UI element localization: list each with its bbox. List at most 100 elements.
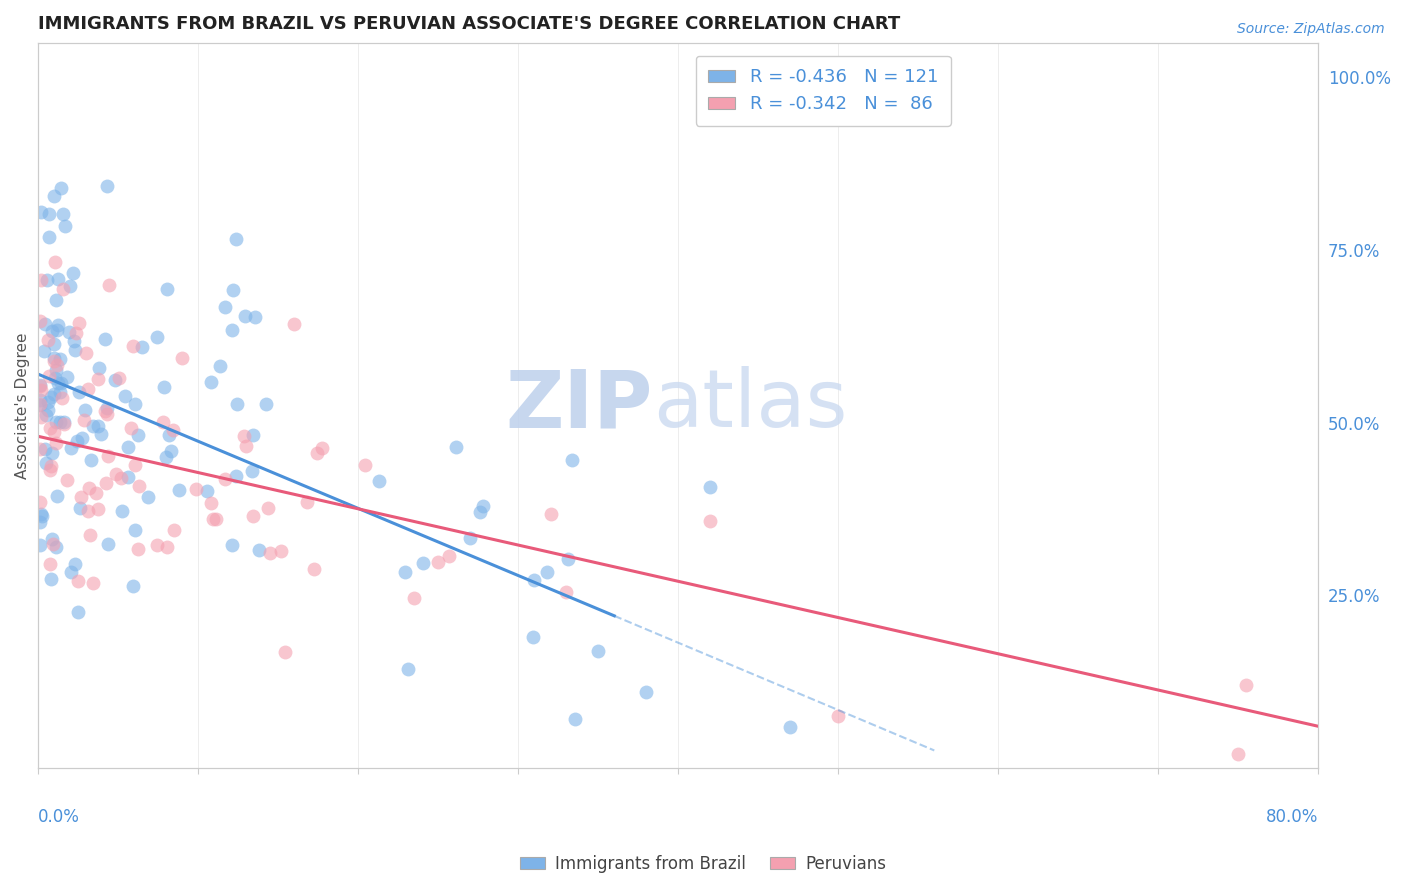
Point xyxy=(120,420,142,434)
Point xyxy=(124,523,146,537)
Point xyxy=(195,483,218,498)
Point xyxy=(28,495,51,509)
Point xyxy=(564,712,586,726)
Point xyxy=(46,271,69,285)
Point xyxy=(44,351,66,365)
Point xyxy=(41,445,63,459)
Point xyxy=(67,385,90,400)
Point xyxy=(44,189,66,203)
Point xyxy=(827,708,849,723)
Point xyxy=(200,375,222,389)
Point xyxy=(51,391,73,405)
Point xyxy=(31,273,53,287)
Point xyxy=(311,441,333,455)
Point xyxy=(200,496,222,510)
Point xyxy=(44,255,66,269)
Point xyxy=(242,509,264,524)
Point xyxy=(167,483,190,498)
Point xyxy=(46,358,69,372)
Text: IMMIGRANTS FROM BRAZIL VS PERUVIAN ASSOCIATE'S DEGREE CORRELATION CHART: IMMIGRANTS FROM BRAZIL VS PERUVIAN ASSOC… xyxy=(38,15,901,33)
Point xyxy=(779,720,801,734)
Point xyxy=(73,413,96,427)
Point xyxy=(205,512,228,526)
Point xyxy=(94,332,117,346)
Point xyxy=(45,489,67,503)
Point xyxy=(77,504,100,518)
Point xyxy=(48,376,70,390)
Point xyxy=(297,495,319,509)
Point xyxy=(394,566,416,580)
Point xyxy=(32,343,55,358)
Point xyxy=(65,343,87,358)
Point xyxy=(42,336,65,351)
Point xyxy=(45,435,67,450)
Point xyxy=(28,442,51,456)
Point xyxy=(111,504,134,518)
Point xyxy=(110,471,132,485)
Point xyxy=(201,512,224,526)
Point xyxy=(67,605,90,619)
Point xyxy=(90,426,112,441)
Point xyxy=(39,390,62,404)
Point xyxy=(156,282,179,296)
Point xyxy=(259,546,281,560)
Point xyxy=(37,333,59,347)
Point xyxy=(283,317,305,331)
Point xyxy=(53,219,76,233)
Point xyxy=(87,360,110,375)
Point xyxy=(77,481,100,495)
Point xyxy=(412,557,434,571)
Point xyxy=(70,491,93,505)
Point xyxy=(254,397,277,411)
Point xyxy=(39,421,62,435)
Point xyxy=(28,314,51,328)
Point xyxy=(235,439,257,453)
Point xyxy=(51,180,73,194)
Point xyxy=(104,373,127,387)
Point xyxy=(62,266,84,280)
Point xyxy=(37,273,59,287)
Point xyxy=(152,415,174,429)
Point xyxy=(353,458,375,472)
Point xyxy=(94,476,117,491)
Point xyxy=(30,204,52,219)
Point xyxy=(34,317,56,331)
Point xyxy=(28,398,51,412)
Point xyxy=(540,507,562,521)
Point xyxy=(444,440,467,454)
Point xyxy=(302,562,325,576)
Point xyxy=(30,384,52,398)
Point xyxy=(42,425,65,439)
Point xyxy=(52,282,75,296)
Point xyxy=(270,544,292,558)
Text: 0.0%: 0.0% xyxy=(38,807,80,826)
Point xyxy=(60,566,83,580)
Point xyxy=(235,310,257,324)
Point xyxy=(124,397,146,411)
Point xyxy=(30,507,52,521)
Point xyxy=(28,377,51,392)
Point xyxy=(34,442,56,456)
Point xyxy=(1234,678,1257,692)
Point xyxy=(45,415,67,429)
Point xyxy=(163,523,186,537)
Point xyxy=(233,429,256,443)
Point xyxy=(402,591,425,606)
Point xyxy=(53,415,76,429)
Point xyxy=(86,419,108,434)
Point xyxy=(41,533,63,547)
Point xyxy=(38,558,60,572)
Point xyxy=(225,397,247,411)
Point xyxy=(35,457,58,471)
Point xyxy=(221,323,243,337)
Point xyxy=(396,662,419,676)
Point xyxy=(42,386,65,401)
Point xyxy=(28,397,51,411)
Point xyxy=(59,279,82,293)
Point xyxy=(41,324,63,338)
Point xyxy=(145,330,167,344)
Point xyxy=(28,516,51,530)
Point xyxy=(214,472,236,486)
Point xyxy=(367,474,389,488)
Text: ZIP: ZIP xyxy=(505,367,652,444)
